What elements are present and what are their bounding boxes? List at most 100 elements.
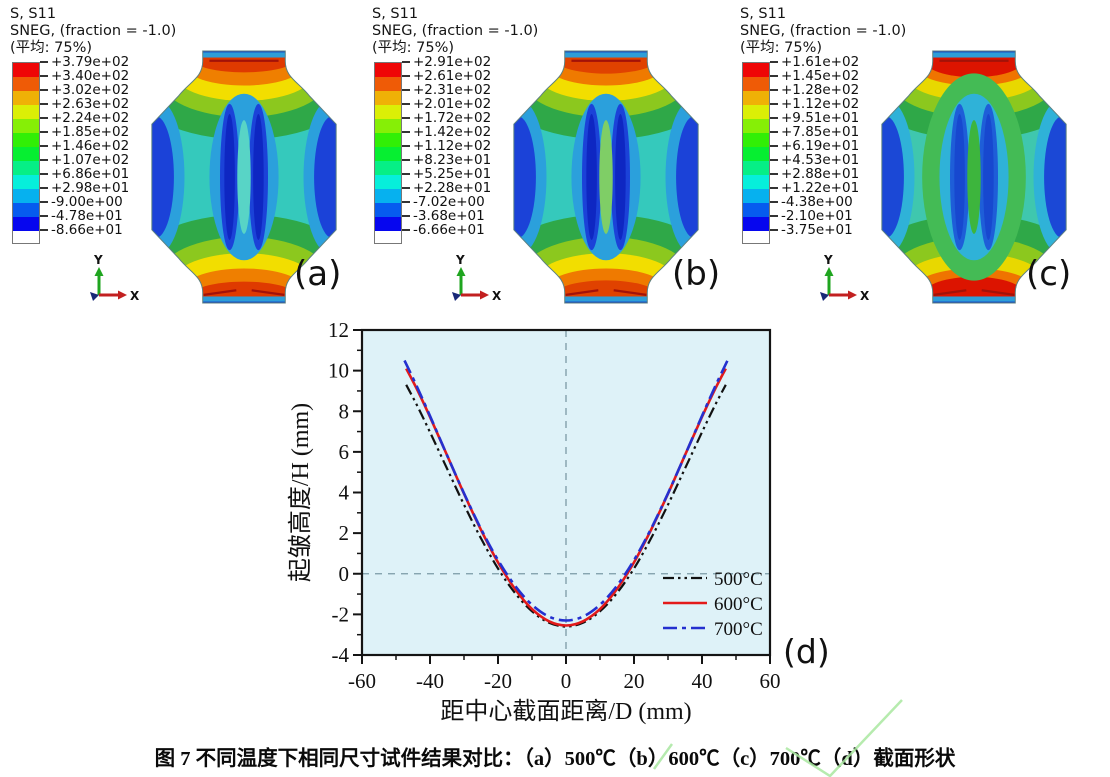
- colorbar-swatch: [375, 91, 401, 105]
- colorbar-swatch: [743, 147, 769, 161]
- triad-y-label: Y: [93, 253, 103, 267]
- colorbar-swatch-column: [742, 62, 770, 244]
- colorbar-swatch: [13, 175, 39, 189]
- y-tick-label: -2: [332, 602, 350, 626]
- y-tick-label: 0: [339, 562, 350, 586]
- colorbar-swatch: [13, 217, 39, 231]
- legend-label: 600°C: [714, 594, 763, 615]
- y-axis-arrowhead: [824, 267, 834, 276]
- fea-field-title: S, S11: [372, 6, 419, 22]
- specimen-contour-svg: [151, 50, 337, 304]
- fea-result-header: S, S11 SNEG, (fraction = -1.0) (平均: 75%): [372, 6, 538, 57]
- contour-colorbar: +1.61e+02 +1.45e+02 +1.28e+02 +1.12e+02 +9.5…: [742, 55, 859, 244]
- fea-result-header: S, S11 SNEG, (fraction = -1.0) (平均: 75%): [10, 6, 176, 57]
- colorbar-tick-label: +1.85e+02: [40, 125, 129, 139]
- triad-x-label: X: [492, 289, 502, 303]
- colorbar-tick-label: +3.40e+02: [40, 69, 129, 83]
- colorbar-swatch: [743, 77, 769, 91]
- colorbar-swatch: [13, 189, 39, 203]
- colorbar-tick-label: +6.19e+01: [770, 139, 859, 153]
- colorbar-tick-label: +2.24e+02: [40, 111, 129, 125]
- colorbar-label-column: +1.61e+02 +1.45e+02 +1.28e+02 +1.12e+02 +9.5…: [770, 55, 859, 237]
- subfigure-label: (c): [1026, 254, 1072, 294]
- coordinate-triad: Y X: [444, 252, 502, 304]
- triad-svg: Y X: [452, 253, 502, 303]
- colorbar-tick-label: +9.51e+01: [770, 111, 859, 125]
- x-tick-label: -20: [484, 669, 512, 693]
- colorbar-swatch: [13, 91, 39, 105]
- colorbar-swatch: [743, 133, 769, 147]
- z-axis-mark: [452, 292, 461, 301]
- colorbar-swatch: [743, 217, 769, 231]
- specimen-contour-svg: [881, 50, 1067, 304]
- x-tick-label: 20: [624, 669, 645, 693]
- z-axis-mark: [820, 292, 829, 301]
- y-tick-label: 8: [339, 399, 350, 423]
- fea-panel-b: S, S11 SNEG, (fraction = -1.0) (平均: 75%)…: [368, 4, 730, 316]
- colorbar-swatch-column: [12, 62, 40, 244]
- series-500°C: [405, 384, 727, 628]
- x-axis-title: 距中心截面距离/D (mm): [440, 698, 691, 725]
- colorbar-tick-label: +2.88e+01: [770, 167, 859, 181]
- legend-label: 500°C: [714, 569, 763, 590]
- colorbar-tick-label: +2.28e+01: [402, 181, 491, 195]
- colorbar-tick-label: +2.91e+02: [402, 55, 491, 69]
- colorbar-swatch: [375, 175, 401, 189]
- contour-colorbar: +2.91e+02 +2.61e+02 +2.31e+02 +2.01e+02 +1.7…: [374, 55, 491, 244]
- colorbar-swatch: [375, 77, 401, 91]
- triad-svg: Y X: [90, 253, 140, 303]
- colorbar-tick-label: -7.02e+00: [402, 195, 491, 209]
- x-tick-label: 0: [561, 669, 572, 693]
- series-700°C: [403, 359, 729, 622]
- y-tick-label: 12: [328, 318, 349, 342]
- colorbar-tick-label: +1.22e+01: [770, 181, 859, 195]
- colorbar-tick-label: +5.25e+01: [402, 167, 491, 181]
- colorbar-swatch: [743, 105, 769, 119]
- triad-y-label: Y: [823, 253, 833, 267]
- colorbar-swatch: [13, 161, 39, 175]
- colorbar-tick-label: -6.66e+01: [402, 223, 491, 237]
- fea-averaging-note: (平均: 75%): [10, 40, 93, 56]
- triad-x-label: X: [860, 289, 870, 303]
- colorbar-tick-label: +3.02e+02: [40, 83, 129, 97]
- colorbar-swatch: [743, 161, 769, 175]
- triad-y-label: Y: [455, 253, 465, 267]
- specimen-contour-svg: [513, 50, 699, 304]
- colorbar-tick-label: +6.86e+01: [40, 167, 129, 181]
- colorbar-tick-label: +7.85e+01: [770, 125, 859, 139]
- x-tick-label: -60: [348, 669, 376, 693]
- colorbar-swatch: [13, 147, 39, 161]
- colorbar-tick-label: +1.45e+02: [770, 69, 859, 83]
- fea-field-title: S, S11: [740, 6, 787, 22]
- stress-contour-plot: [510, 50, 702, 304]
- triad-x-label: X: [130, 289, 140, 303]
- colorbar-tick-label: -8.66e+01: [40, 223, 129, 237]
- colorbar-tick-label: +2.61e+02: [402, 69, 491, 83]
- colorbar-swatch-column: [374, 62, 402, 244]
- subfigure-label: (a): [294, 254, 342, 294]
- section-shape-chart: -60 -40 -20 0 20 40 60 -4 -2 0 2 4 6 8 10 12 距中心截面距离/D (…: [280, 316, 830, 730]
- stress-contour-plot: [878, 50, 1070, 304]
- colorbar-tick-label: +1.61e+02: [770, 55, 859, 69]
- colorbar-tick-label: +4.53e+01: [770, 153, 859, 167]
- coordinate-triad: Y X: [82, 252, 140, 304]
- colorbar-swatch: [743, 175, 769, 189]
- colorbar-swatch: [375, 133, 401, 147]
- colorbar-tick-label: +8.23e+01: [402, 153, 491, 167]
- colorbar-tick-label: +2.01e+02: [402, 97, 491, 111]
- colorbar-label-column: +3.79e+02 +3.40e+02 +3.02e+02 +2.63e+02 +2.2…: [40, 55, 129, 237]
- colorbar-label-column: +2.91e+02 +2.61e+02 +2.31e+02 +2.01e+02 +1.7…: [402, 55, 491, 237]
- fea-result-header: S, S11 SNEG, (fraction = -1.0) (平均: 75%): [740, 6, 906, 57]
- fea-averaging-note: (平均: 75%): [372, 40, 455, 56]
- colorbar-swatch: [375, 217, 401, 231]
- colorbar-swatch: [743, 203, 769, 217]
- figure-caption: 图 7 不同温度下相同尺寸试件结果对比：（a）500℃（b）600℃（c）700…: [154, 748, 956, 770]
- colorbar-tick-label: -3.75e+01: [770, 223, 859, 237]
- y-tick-label: 10: [328, 359, 349, 383]
- coordinate-triad: Y X: [812, 252, 870, 304]
- fea-averaging-note: (平均: 75%): [740, 40, 823, 56]
- colorbar-swatch: [13, 63, 39, 77]
- colorbar-tick-label: +3.79e+02: [40, 55, 129, 69]
- stress-contour-plot: [148, 50, 340, 304]
